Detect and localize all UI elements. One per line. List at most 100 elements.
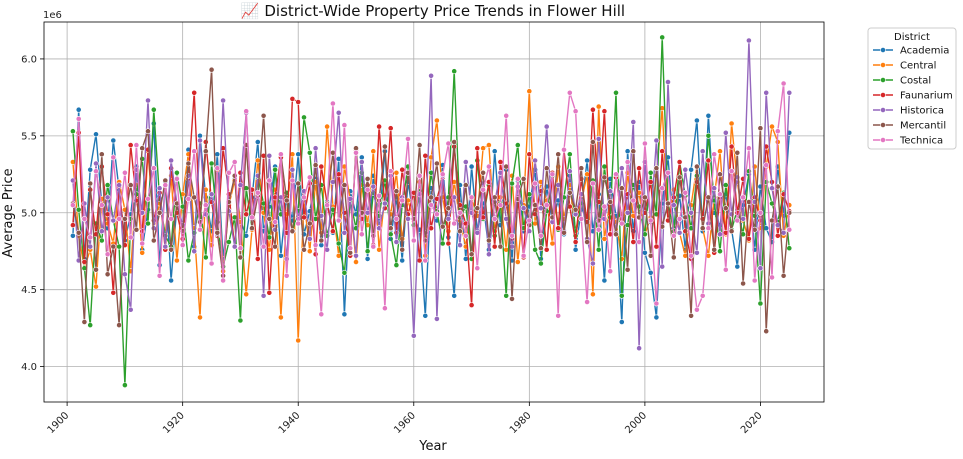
data-point-technica	[595, 226, 602, 233]
x-axis: 1900 1920 1940 1960 1980 2000 2020	[46, 402, 765, 436]
data-point-costal	[202, 254, 209, 261]
legend-item-costal: Costal	[873, 76, 931, 87]
data-point-technica	[555, 312, 562, 319]
data-point-costal	[445, 194, 452, 201]
data-point-technica	[422, 257, 429, 264]
data-point-technica	[584, 299, 590, 305]
data-point-technica	[116, 215, 122, 222]
data-point-historica	[653, 137, 660, 144]
data-point-technica	[740, 194, 746, 201]
data-point-costal	[705, 132, 712, 139]
data-point-technica	[711, 151, 718, 158]
data-point-historica	[682, 166, 689, 173]
data-point-academia	[399, 257, 406, 264]
data-point-technica	[491, 215, 498, 222]
data-point-faunarium	[601, 108, 608, 115]
data-point-technica	[474, 265, 481, 272]
x-tick-label: 1960	[392, 410, 418, 436]
data-point-technica	[156, 272, 163, 279]
data-point-central	[595, 103, 602, 110]
data-point-academia	[277, 252, 284, 259]
data-point-technica	[81, 215, 88, 222]
data-point-mercantil	[98, 151, 105, 158]
data-point-faunarium	[526, 151, 533, 158]
data-point-technica	[751, 277, 758, 284]
data-point-mercantil	[306, 220, 313, 227]
y-tick-label: 5.0	[21, 208, 37, 219]
data-point-mercantil	[601, 174, 608, 181]
data-point-technica	[301, 194, 307, 201]
legend: District Academia Central Costal Faunarium H…	[867, 27, 957, 150]
data-point-academia	[168, 277, 174, 284]
data-point-costal	[757, 300, 764, 307]
data-point-mercantil	[341, 182, 348, 188]
data-point-mercantil	[728, 228, 735, 235]
data-point-technica	[87, 234, 94, 241]
data-point-mercantil	[381, 143, 388, 150]
data-point-mercantil	[87, 180, 94, 187]
data-point-faunarium	[416, 257, 423, 264]
data-point-mercantil	[104, 271, 111, 278]
data-point-technica	[179, 242, 186, 248]
data-point-historica	[676, 229, 683, 236]
data-point-costal	[532, 246, 538, 253]
series-technica	[70, 80, 793, 319]
legend-box	[867, 27, 957, 150]
data-point-technica	[485, 163, 492, 170]
data-point-technica	[665, 169, 671, 176]
data-point-technica	[150, 165, 157, 172]
data-point-costal	[306, 149, 313, 156]
data-point-technica	[688, 252, 694, 259]
data-point-costal	[659, 34, 666, 41]
data-point-technica	[601, 203, 608, 210]
data-point-technica	[520, 252, 527, 259]
data-point-technica	[538, 232, 544, 239]
data-point-mercantil	[318, 237, 325, 244]
data-point-historica	[168, 157, 174, 164]
data-point-historica	[237, 182, 244, 188]
data-point-technica	[329, 100, 336, 107]
data-point-historica	[381, 200, 388, 207]
data-point-faunarium	[572, 239, 579, 245]
data-point-historica	[694, 249, 700, 256]
data-point-historica	[110, 217, 117, 224]
data-point-technica	[387, 168, 394, 175]
data-point-technica	[289, 177, 296, 184]
data-point-costal	[566, 151, 573, 158]
data-point-technica	[543, 202, 550, 208]
data-point-mercantil	[295, 180, 302, 187]
data-point-costal	[75, 206, 82, 213]
plot-area	[43, 21, 825, 403]
data-point-historica	[457, 242, 463, 248]
data-point-technica	[318, 311, 325, 318]
data-point-central	[433, 117, 440, 124]
data-point-historica	[618, 165, 625, 172]
data-point-historica	[699, 148, 706, 155]
data-point-mercantil	[393, 188, 400, 195]
data-point-mercantil	[607, 199, 614, 205]
data-point-technica	[451, 220, 458, 227]
data-point-central	[480, 145, 486, 152]
legend-item-academia: Academia	[873, 46, 949, 57]
data-point-mercantil	[116, 322, 122, 328]
data-point-historica	[688, 209, 694, 216]
data-point-historica	[722, 129, 729, 136]
y-tick-label: 5.5	[21, 131, 37, 142]
legend-label: Central	[900, 61, 936, 72]
data-point-technica	[312, 242, 319, 248]
legend-marker	[880, 122, 886, 128]
data-point-technica	[295, 220, 302, 227]
data-point-costal	[647, 169, 654, 176]
data-point-mercantil	[260, 112, 267, 119]
data-point-technica	[127, 234, 134, 241]
data-point-historica	[462, 159, 469, 165]
data-point-technica	[254, 189, 261, 196]
data-point-technica	[185, 195, 192, 202]
data-point-technica	[705, 225, 712, 232]
data-point-technica	[439, 171, 446, 178]
data-point-costal	[185, 257, 192, 264]
data-point-technica	[237, 245, 244, 252]
data-point-costal	[70, 128, 76, 135]
data-point-technica	[370, 243, 377, 250]
data-point-technica	[266, 177, 273, 184]
